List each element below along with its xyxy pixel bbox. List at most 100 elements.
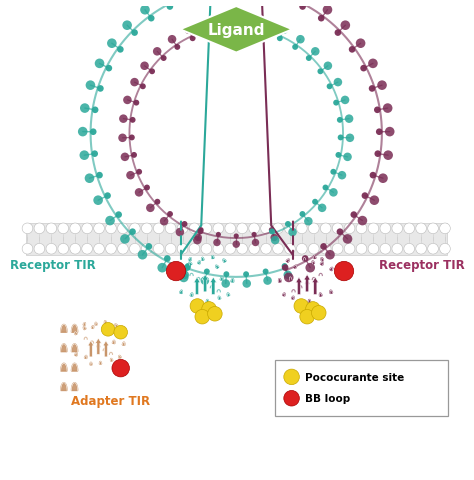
Polygon shape [292, 297, 294, 300]
Circle shape [337, 118, 343, 123]
Circle shape [285, 222, 291, 228]
Circle shape [157, 264, 167, 273]
Circle shape [279, 0, 286, 2]
Circle shape [300, 310, 314, 324]
Polygon shape [196, 301, 199, 304]
Circle shape [297, 224, 307, 234]
Text: Receptor TIR: Receptor TIR [10, 258, 96, 271]
Circle shape [85, 174, 94, 184]
Circle shape [133, 100, 139, 107]
Circle shape [306, 302, 320, 316]
Polygon shape [212, 256, 214, 259]
Circle shape [332, 244, 343, 254]
Circle shape [129, 224, 140, 234]
Circle shape [177, 224, 188, 234]
Circle shape [324, 62, 332, 71]
Circle shape [336, 153, 341, 158]
Circle shape [318, 204, 327, 213]
Circle shape [204, 269, 210, 275]
Circle shape [370, 172, 376, 179]
Circle shape [117, 47, 124, 54]
Circle shape [343, 235, 352, 244]
Polygon shape [312, 262, 315, 264]
Polygon shape [83, 327, 86, 330]
Circle shape [416, 224, 427, 234]
FancyBboxPatch shape [26, 223, 447, 255]
Circle shape [369, 86, 375, 93]
Circle shape [380, 244, 391, 254]
Circle shape [141, 224, 152, 234]
FancyArrow shape [210, 277, 217, 295]
Circle shape [392, 244, 402, 254]
Circle shape [428, 244, 438, 254]
Circle shape [249, 224, 259, 234]
Circle shape [155, 199, 160, 205]
Polygon shape [180, 268, 182, 271]
Circle shape [283, 271, 292, 279]
Circle shape [280, 26, 288, 35]
Circle shape [368, 224, 379, 234]
Circle shape [337, 171, 346, 180]
Circle shape [269, 229, 275, 235]
Circle shape [140, 62, 149, 71]
Circle shape [368, 244, 379, 254]
Circle shape [126, 171, 135, 180]
Polygon shape [216, 266, 219, 269]
Circle shape [360, 66, 367, 72]
Circle shape [140, 6, 150, 15]
Circle shape [304, 217, 313, 226]
Circle shape [320, 224, 331, 234]
Circle shape [177, 244, 188, 254]
Polygon shape [330, 291, 333, 294]
Circle shape [261, 20, 270, 28]
Polygon shape [293, 266, 297, 269]
Circle shape [189, 224, 200, 234]
Circle shape [140, 84, 146, 90]
Circle shape [148, 16, 155, 23]
Circle shape [201, 277, 209, 285]
Circle shape [130, 79, 139, 87]
Circle shape [271, 234, 278, 242]
Circle shape [46, 224, 57, 234]
Polygon shape [189, 263, 192, 266]
Circle shape [383, 151, 393, 161]
Circle shape [252, 239, 259, 247]
Polygon shape [90, 362, 92, 365]
Circle shape [320, 243, 327, 250]
Circle shape [252, 232, 256, 238]
Circle shape [334, 262, 354, 281]
Polygon shape [180, 291, 182, 294]
Circle shape [323, 6, 332, 15]
Polygon shape [227, 293, 230, 296]
Circle shape [90, 129, 97, 136]
Polygon shape [72, 383, 78, 391]
Circle shape [82, 224, 92, 234]
Circle shape [107, 39, 117, 49]
Polygon shape [231, 279, 234, 283]
Circle shape [416, 244, 427, 254]
Circle shape [292, 45, 298, 51]
Circle shape [311, 48, 319, 57]
Circle shape [195, 310, 210, 324]
Circle shape [309, 224, 319, 234]
Circle shape [166, 4, 173, 11]
Circle shape [184, 26, 193, 35]
Circle shape [93, 196, 103, 205]
Circle shape [305, 264, 315, 273]
Circle shape [428, 224, 438, 234]
Circle shape [263, 277, 272, 285]
Circle shape [261, 224, 272, 234]
Circle shape [300, 212, 305, 217]
Polygon shape [289, 277, 292, 281]
Circle shape [164, 256, 171, 262]
Circle shape [334, 79, 342, 87]
Circle shape [184, 264, 191, 271]
FancyArrow shape [296, 277, 302, 295]
Text: Adapter TIR: Adapter TIR [72, 394, 151, 407]
Circle shape [160, 217, 168, 226]
Circle shape [181, 271, 189, 279]
Circle shape [232, 241, 240, 248]
FancyArrow shape [202, 275, 209, 292]
Circle shape [122, 21, 132, 31]
Circle shape [341, 96, 349, 105]
